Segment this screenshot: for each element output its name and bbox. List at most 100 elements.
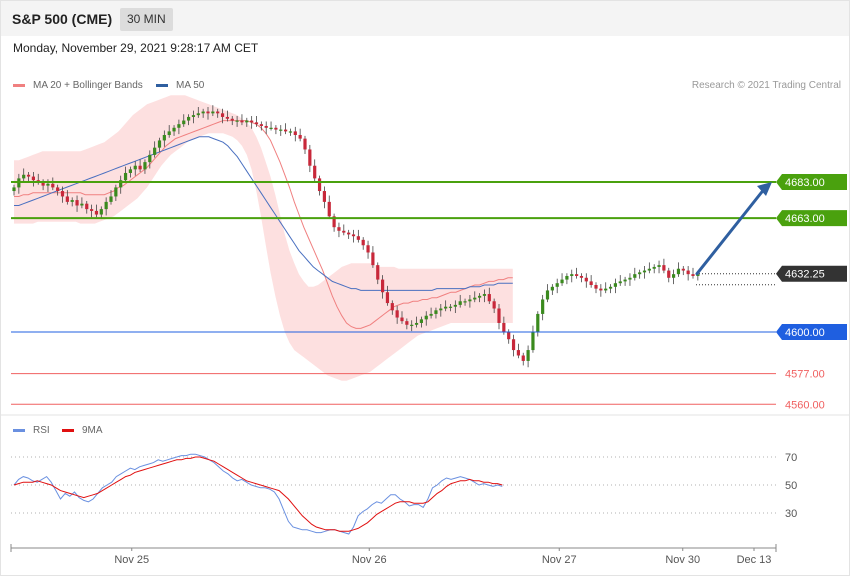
candle-body xyxy=(366,245,370,253)
candle-body xyxy=(65,196,69,202)
rsi-tick-label: 50 xyxy=(785,480,797,492)
level-label-bg xyxy=(776,174,847,190)
candle-body xyxy=(259,124,263,126)
candle-body xyxy=(647,268,651,271)
x-tick-label: Nov 30 xyxy=(665,554,700,566)
candle-body xyxy=(313,165,317,179)
timestamp: Monday, November 29, 2021 9:28:17 AM CET xyxy=(13,41,259,55)
candle-body xyxy=(594,285,598,289)
candle-body xyxy=(521,355,525,361)
candle-body xyxy=(681,268,685,271)
candle-body xyxy=(453,304,457,307)
candle-body xyxy=(633,274,637,278)
candle-body xyxy=(75,200,79,206)
rsi-tick-label: 30 xyxy=(785,508,797,520)
candle-body xyxy=(429,313,433,316)
candle-body xyxy=(371,252,375,266)
candle-body xyxy=(206,111,210,114)
candle-body xyxy=(608,286,613,289)
candle-body xyxy=(172,127,176,132)
ma20-swatch xyxy=(13,84,25,87)
x-tick-label: Nov 27 xyxy=(542,554,577,566)
candle-body xyxy=(148,154,152,163)
x-tick-label: Nov 25 xyxy=(114,554,149,566)
candle-body xyxy=(128,169,132,173)
level-label: 4560.00 xyxy=(785,399,825,411)
candle-body xyxy=(390,303,394,311)
candle-body xyxy=(613,283,617,287)
candle-body xyxy=(99,209,103,215)
candle-body xyxy=(439,308,443,311)
candle-body xyxy=(308,149,312,166)
candle-body xyxy=(12,187,16,192)
candle-body xyxy=(478,295,482,298)
level-label: 4600.00 xyxy=(785,327,825,339)
candle-body xyxy=(80,203,84,206)
candle-body xyxy=(492,301,496,309)
candle-body xyxy=(240,120,244,123)
candle-body xyxy=(245,120,249,123)
candle-body xyxy=(342,230,346,233)
candle-body xyxy=(250,120,254,123)
ma20-label: MA 20 + Bollinger Bands xyxy=(33,80,143,91)
rsi-tick-label: 70 xyxy=(785,452,797,464)
candle-body xyxy=(555,283,559,287)
x-tick-label: Dec 13 xyxy=(737,554,772,566)
candle-body xyxy=(545,290,550,300)
candle-body xyxy=(123,172,128,181)
candle-body xyxy=(473,297,477,300)
candle-body xyxy=(70,200,74,202)
candle-body xyxy=(337,227,341,231)
candle-body xyxy=(211,111,215,114)
level-label: 4632.25 xyxy=(785,269,825,281)
candle-body xyxy=(487,294,491,302)
candle-body xyxy=(507,332,511,340)
candle-body xyxy=(623,279,627,282)
candle-body xyxy=(536,313,540,332)
candle-body xyxy=(584,277,588,282)
candle-body xyxy=(560,279,564,284)
candle-body xyxy=(405,321,409,325)
candle-body xyxy=(60,191,65,197)
candle-body xyxy=(361,239,365,246)
candle-body xyxy=(235,120,239,122)
candle-body xyxy=(196,113,200,116)
candle-body xyxy=(167,131,171,136)
candle-body xyxy=(395,310,399,318)
ma50-line xyxy=(14,136,513,291)
candle-body xyxy=(696,274,700,276)
candle-body xyxy=(201,111,205,114)
rsi-ma-line xyxy=(13,456,503,532)
level-label-bg xyxy=(776,324,847,340)
ma50-swatch xyxy=(156,84,168,87)
legend-ma50: MA 50 xyxy=(156,80,204,91)
candle-body xyxy=(85,203,89,210)
candle-body xyxy=(511,339,516,351)
candle-body xyxy=(618,281,622,284)
candle-body xyxy=(220,113,225,117)
candle-body xyxy=(686,270,690,275)
candle-body xyxy=(652,266,656,269)
candle-body xyxy=(468,299,472,302)
ma50-label: MA 50 xyxy=(176,80,205,91)
candle-body xyxy=(526,350,530,361)
candle-body xyxy=(26,174,31,177)
candle-body xyxy=(516,350,520,356)
ma9-swatch xyxy=(62,429,74,432)
candle-body xyxy=(628,277,632,280)
candle-body xyxy=(288,131,293,133)
candle-body xyxy=(138,165,142,170)
candle-body xyxy=(463,301,467,303)
candle-body xyxy=(434,310,438,314)
instrument-title: S&P 500 (CME) xyxy=(12,11,113,27)
bollinger-band xyxy=(14,95,513,381)
candle-body xyxy=(419,319,423,323)
candle-body xyxy=(400,317,404,322)
candle-body xyxy=(31,176,35,181)
candle-body xyxy=(51,183,55,188)
candle-body xyxy=(264,125,268,128)
candle-body xyxy=(356,236,360,240)
ma9-label: 9MA xyxy=(82,425,103,436)
forecast-arrowhead xyxy=(757,182,772,196)
interval-button[interactable]: 30 MIN xyxy=(120,8,173,31)
